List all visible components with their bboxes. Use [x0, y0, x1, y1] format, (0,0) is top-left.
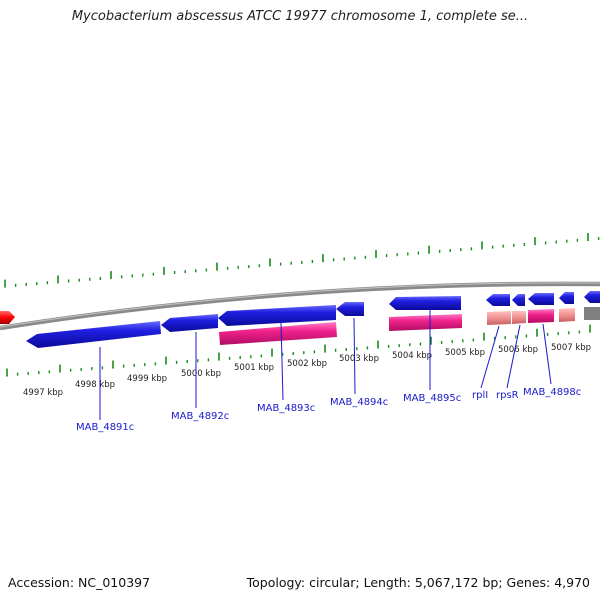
gene-label[interactable]: MAB_4895c	[403, 393, 461, 404]
gene-MAB_4893c[interactable]	[218, 305, 336, 326]
scale-label: 5005 kbp	[445, 348, 485, 358]
gene-label[interactable]: MAB_4898c	[523, 387, 581, 398]
gene-unlabeled-2[interactable]	[584, 291, 600, 303]
gene-MAB_4892c[interactable]	[161, 314, 218, 332]
lower-tick-track	[6, 324, 591, 377]
feature-MAB_4898c[interactable]	[528, 309, 554, 323]
scale-label: 5003 kbp	[339, 354, 379, 364]
gene-MAB_4898c[interactable]	[528, 293, 554, 305]
gene-label[interactable]: MAB_4891c	[76, 422, 134, 433]
feature-rpsR[interactable]	[512, 311, 526, 324]
map-title: Mycobacterium abscessus ATCC 19977 chrom…	[71, 9, 529, 24]
gene-label[interactable]: rpsR	[496, 390, 519, 401]
feature-MAB_4893c[interactable]	[219, 322, 337, 345]
gene-rplI[interactable]	[486, 294, 510, 306]
gene-MAB_4894c[interactable]	[336, 302, 364, 316]
upper-tick-track	[4, 233, 600, 288]
gene-unlabeled-1[interactable]	[559, 292, 574, 304]
scale-labels: 4997 kbp 4998 kbp 4999 kbp 5000 kbp 5001…	[23, 343, 591, 398]
topology-label: Topology: circular; Length: 5,067,172 bp…	[246, 575, 590, 590]
gene-label[interactable]: rplI	[472, 390, 488, 401]
scale-label: 5000 kbp	[181, 369, 221, 379]
gene-label[interactable]: MAB_4893c	[257, 403, 315, 414]
gene-rpsR[interactable]	[512, 294, 525, 306]
scale-label: 4999 kbp	[127, 374, 167, 384]
accession-label: Accession: NC_010397	[8, 575, 151, 590]
scale-label: 5007 kbp	[551, 343, 591, 353]
feature-MAB_4895c[interactable]	[389, 314, 462, 331]
gene-label[interactable]: MAB_4892c	[171, 411, 229, 422]
feature-unlabeled-1[interactable]	[559, 308, 575, 322]
scale-label: 5004 kbp	[392, 351, 432, 361]
chromosome-backbone	[0, 281, 600, 331]
feature-rplI[interactable]	[487, 311, 511, 325]
highlighted-gene[interactable]	[0, 311, 15, 324]
feature-unlabeled-2[interactable]	[584, 307, 600, 320]
gene-MAB_4895c[interactable]	[389, 296, 461, 310]
scale-label: 5001 kbp	[234, 363, 274, 373]
scale-label: 4998 kbp	[75, 380, 115, 390]
scale-label: 5006 kbp	[498, 345, 538, 355]
scale-label: 5002 kbp	[287, 359, 327, 369]
gene-label[interactable]: MAB_4894c	[330, 397, 388, 408]
gene-callouts	[99, 310, 552, 420]
scale-label: 4997 kbp	[23, 388, 63, 398]
gene-MAB_4891c[interactable]	[26, 321, 161, 348]
